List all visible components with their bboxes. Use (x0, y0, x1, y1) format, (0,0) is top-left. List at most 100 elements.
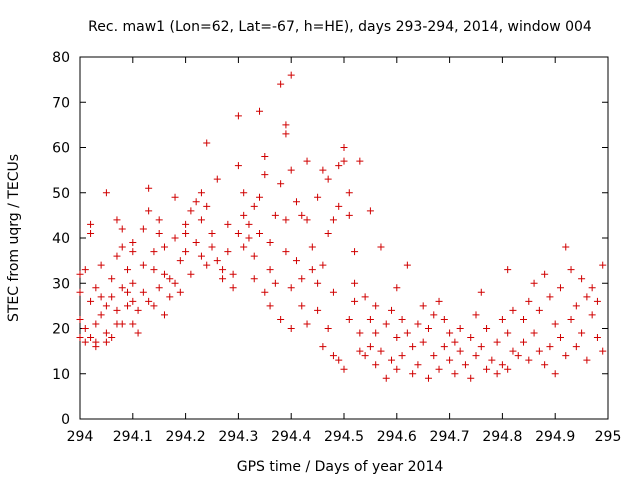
data-point (340, 157, 348, 165)
data-point (583, 293, 591, 301)
data-point (356, 329, 364, 337)
data-point (467, 374, 475, 382)
data-point (335, 202, 343, 210)
data-point (308, 266, 316, 274)
data-point (113, 306, 121, 314)
data-point (456, 347, 464, 355)
data-point (562, 352, 570, 360)
data-point (292, 198, 300, 206)
data-point (92, 284, 100, 292)
data-point (461, 361, 469, 369)
data-point (393, 334, 401, 342)
y-axis: 0 10 20 30 40 50 60 70 80 (52, 50, 608, 428)
data-point (498, 361, 506, 369)
data-point (282, 248, 290, 256)
data-point (372, 361, 380, 369)
data-point (108, 293, 116, 301)
data-point (213, 257, 221, 265)
data-point (319, 166, 327, 174)
data-point (245, 220, 253, 228)
x-tick-label: 294.3 (218, 429, 258, 445)
y-tick-label: 50 (52, 186, 70, 202)
y-tick-label: 70 (52, 95, 70, 111)
data-point (129, 248, 137, 256)
data-point (398, 352, 406, 360)
data-point (509, 347, 517, 355)
data-point (298, 211, 306, 219)
data-point (372, 329, 380, 337)
data-point (219, 266, 227, 274)
y-tick-label: 30 (52, 276, 70, 292)
data-point (520, 315, 528, 323)
data-point (129, 297, 137, 305)
data-point (187, 207, 195, 215)
data-point (414, 320, 422, 328)
data-point (572, 302, 580, 310)
x-tick-label: 294.7 (430, 429, 470, 445)
data-point (361, 293, 369, 301)
data-point (287, 325, 295, 332)
data-point (525, 356, 533, 364)
data-point (182, 229, 190, 237)
data-point (483, 325, 491, 332)
y-tick-label: 20 (52, 322, 70, 338)
x-tick-label: 294.2 (166, 429, 206, 445)
data-point (171, 193, 179, 201)
data-point (319, 343, 327, 351)
data-point (76, 270, 84, 278)
data-point (234, 162, 242, 170)
data-point (224, 220, 232, 228)
data-point (197, 252, 205, 260)
data-point (329, 352, 337, 360)
data-point (366, 315, 374, 323)
data-point (556, 284, 564, 292)
x-tick-label: 294.9 (535, 429, 575, 445)
data-point (229, 270, 237, 278)
data-point (192, 239, 200, 247)
data-point (435, 365, 443, 373)
data-point (351, 279, 359, 287)
data-point (472, 352, 480, 360)
data-point (240, 211, 248, 219)
data-point (556, 334, 564, 342)
data-point (546, 293, 554, 301)
data-point (419, 302, 427, 310)
data-point (250, 275, 258, 283)
data-point (134, 329, 142, 337)
data-point (314, 279, 322, 287)
data-point (145, 207, 153, 215)
x-tick-label: 294.1 (113, 429, 153, 445)
data-point (219, 275, 227, 283)
data-point (403, 329, 411, 337)
data-point (372, 302, 380, 310)
data-point (424, 325, 432, 332)
data-point (483, 365, 491, 373)
data-point (250, 252, 258, 260)
data-point (308, 243, 316, 251)
data-point (382, 374, 390, 382)
data-point (488, 356, 496, 364)
data-point (118, 243, 126, 251)
y-tick-label: 0 (61, 412, 70, 428)
data-point (409, 370, 417, 378)
data-point (234, 112, 242, 120)
data-point (388, 356, 396, 364)
data-point (393, 365, 401, 373)
data-point (266, 302, 274, 310)
data-point (446, 329, 454, 337)
data-point (356, 157, 364, 165)
data-point (203, 202, 211, 210)
data-point (493, 338, 501, 346)
data-point (92, 338, 100, 346)
x-tick-label: 294.6 (377, 429, 417, 445)
data-point (530, 279, 538, 287)
data-point (551, 320, 559, 328)
data-point (203, 261, 211, 269)
data-point (92, 320, 100, 328)
data-point (76, 288, 84, 296)
data-point (572, 343, 580, 351)
data-point (129, 320, 137, 328)
data-point (535, 347, 543, 355)
data-point (287, 284, 295, 292)
data-point (124, 288, 132, 296)
